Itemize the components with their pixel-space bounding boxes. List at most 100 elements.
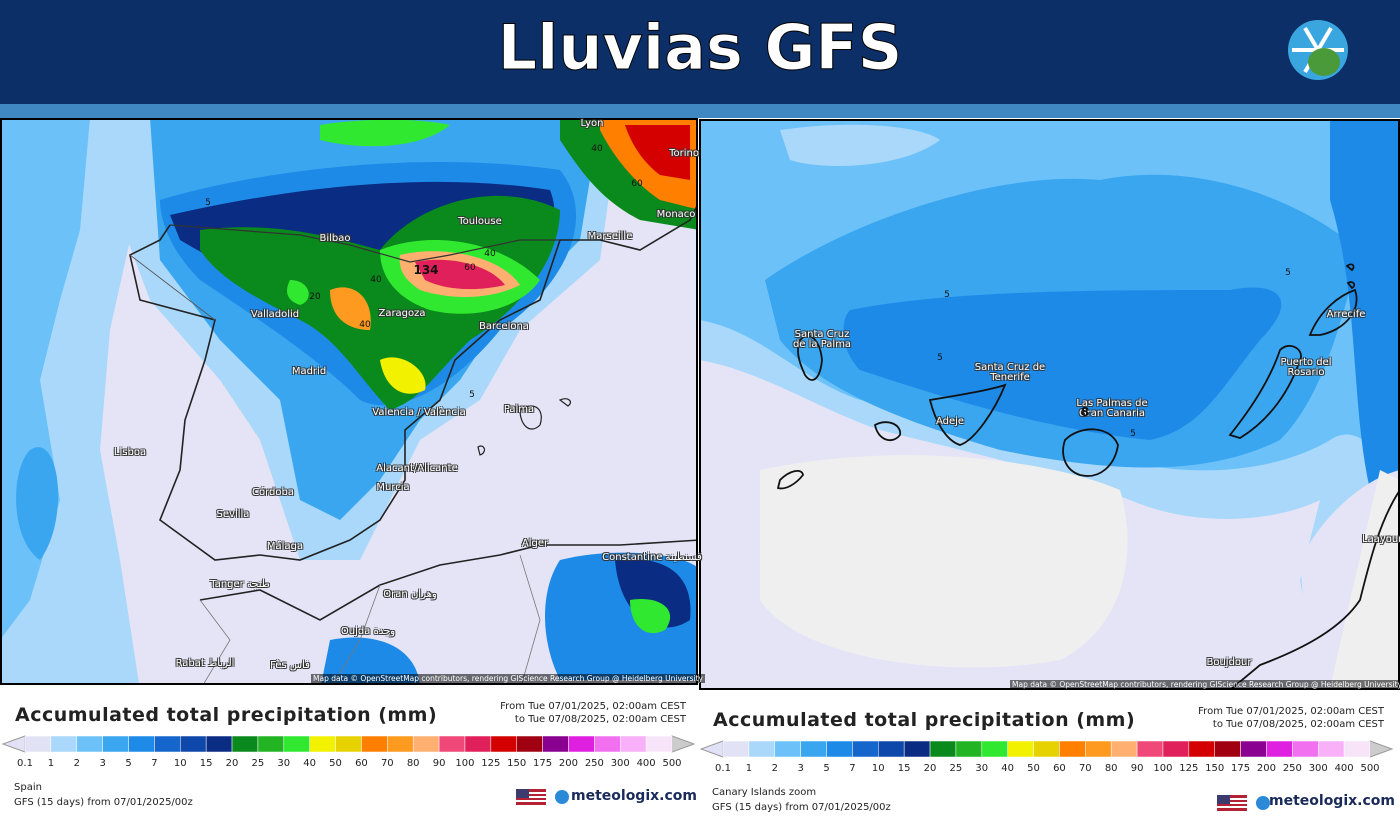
legend-swatch (1240, 740, 1267, 758)
model: GFS (15 days) from 07/01/2025/00z (712, 802, 891, 813)
city-label: Santa Cruz de la Palma (792, 329, 852, 350)
legend-swatch (231, 735, 259, 753)
city-label: Valladolid (250, 309, 300, 320)
attribution: Map data © OpenStreetMap contributors, r… (311, 674, 705, 683)
region: Canary Islands zoom (712, 787, 817, 798)
legend-swatch (929, 740, 957, 758)
city-label: Arrecife (1326, 309, 1366, 320)
legend-value: 70 (1078, 763, 1092, 774)
contour-label: 5 (1130, 429, 1136, 439)
legend-value: 100 (455, 758, 475, 769)
brand: meteologix.com (571, 788, 697, 804)
legend-swatch (619, 735, 647, 753)
contour-label: 5 (205, 198, 211, 208)
legend-value: 150 (1205, 763, 1225, 774)
legend-swatch (774, 740, 801, 758)
legend-swatch (335, 735, 362, 753)
legend-value: 2 (73, 758, 80, 769)
legend-swatch (878, 740, 905, 758)
legend-value: 10 (173, 758, 187, 769)
legend-swatch (1085, 740, 1112, 758)
legend-swatch (50, 735, 78, 753)
legend-swatch (1317, 740, 1345, 758)
region: Spain (14, 782, 42, 793)
legend-from: From Tue 07/01/2025, 02:00am CEST (500, 701, 686, 712)
city-label: Puerto del Rosario (1280, 357, 1332, 378)
legend-value: 3 (797, 763, 804, 774)
legend-swatch (1188, 740, 1215, 758)
legend-swatch (722, 740, 750, 758)
legend-value: 3 (99, 758, 106, 769)
legend-swatch (309, 735, 336, 753)
legend-value: 80 (1104, 763, 1118, 774)
legend-value: 70 (380, 758, 394, 769)
contour-label: 40 (591, 144, 603, 154)
flag-1 (516, 789, 546, 805)
legend-swatch (645, 735, 673, 753)
legend-swatch (1266, 740, 1293, 758)
title: Lluvias GFS (498, 11, 903, 84)
city-label: Alacant/Alicante (376, 463, 458, 474)
legend-value: 10 (871, 763, 885, 774)
legend-swatch (128, 735, 155, 753)
legend-value: 30 (975, 763, 989, 774)
legend-value: 500 (662, 758, 682, 769)
legend-value: 1 (745, 763, 753, 774)
legends (1, 735, 1394, 758)
contour-label: 60 (464, 263, 476, 273)
legend-value: 250 (1282, 763, 1302, 774)
legend-value: 7 (151, 758, 158, 769)
city-label: Murcia (376, 482, 410, 493)
legend-value: 175 (1231, 763, 1251, 774)
legend-value: 25 (949, 763, 963, 774)
legend-value: 90 (432, 758, 446, 769)
contour-label: 8 (1080, 405, 1090, 419)
legend-swatch (205, 735, 233, 753)
contour-label: 40 (370, 275, 382, 285)
legend-value: 90 (1130, 763, 1144, 774)
contour-label: 5 (937, 353, 943, 363)
legend-value: 5 (125, 758, 132, 769)
legend-swatch (180, 735, 207, 753)
legend-swatch (438, 735, 466, 753)
legend-value: 100 (1153, 763, 1173, 774)
legend-swatch (361, 735, 388, 753)
city-label: Zaragoza (378, 308, 426, 319)
legend-swatch (257, 735, 285, 753)
legend-swatch (1162, 740, 1190, 758)
city-label: Málaga (266, 541, 304, 552)
legend-swatch (1007, 740, 1034, 758)
legend-swatch (594, 735, 621, 753)
legend-swatch (748, 740, 776, 758)
city-label: Lyon (580, 118, 604, 129)
legend-swatch (981, 740, 1008, 758)
city-label: Barcelona (479, 321, 529, 332)
legend-swatch (516, 735, 543, 753)
city-label: Torino (669, 148, 699, 159)
city-label: Palma (503, 404, 535, 415)
legend-value: 80 (406, 758, 420, 769)
city-label: Oujda وجدة (340, 626, 396, 637)
city-label: Santa Cruz de Tenerife (974, 362, 1046, 383)
legend-value: 200 (558, 758, 579, 769)
header-strip (0, 104, 1400, 118)
legend-value: 50 (329, 758, 342, 769)
city-label: Sevilla (216, 509, 250, 520)
legend-swatch (283, 735, 310, 753)
legend-value: 40 (303, 758, 317, 769)
legend-value: 250 (584, 758, 604, 769)
legend-value: 400 (1334, 763, 1354, 774)
contour-label: 40 (484, 249, 496, 259)
legend-swatch (1292, 740, 1319, 758)
header-bar (0, 0, 1400, 104)
legend-value: 50 (1027, 763, 1040, 774)
legend-swatch (852, 740, 879, 758)
legend-arrow-right (1369, 740, 1394, 758)
city-label: Rabat الرباط (175, 658, 235, 669)
map-spain (2, 120, 696, 683)
legend-arrow-left (1, 735, 26, 753)
panel-frame (699, 119, 1400, 690)
attribution: Map data © OpenStreetMap contributors, r… (1010, 680, 1400, 689)
city-label: Laayoune (1362, 534, 1400, 545)
